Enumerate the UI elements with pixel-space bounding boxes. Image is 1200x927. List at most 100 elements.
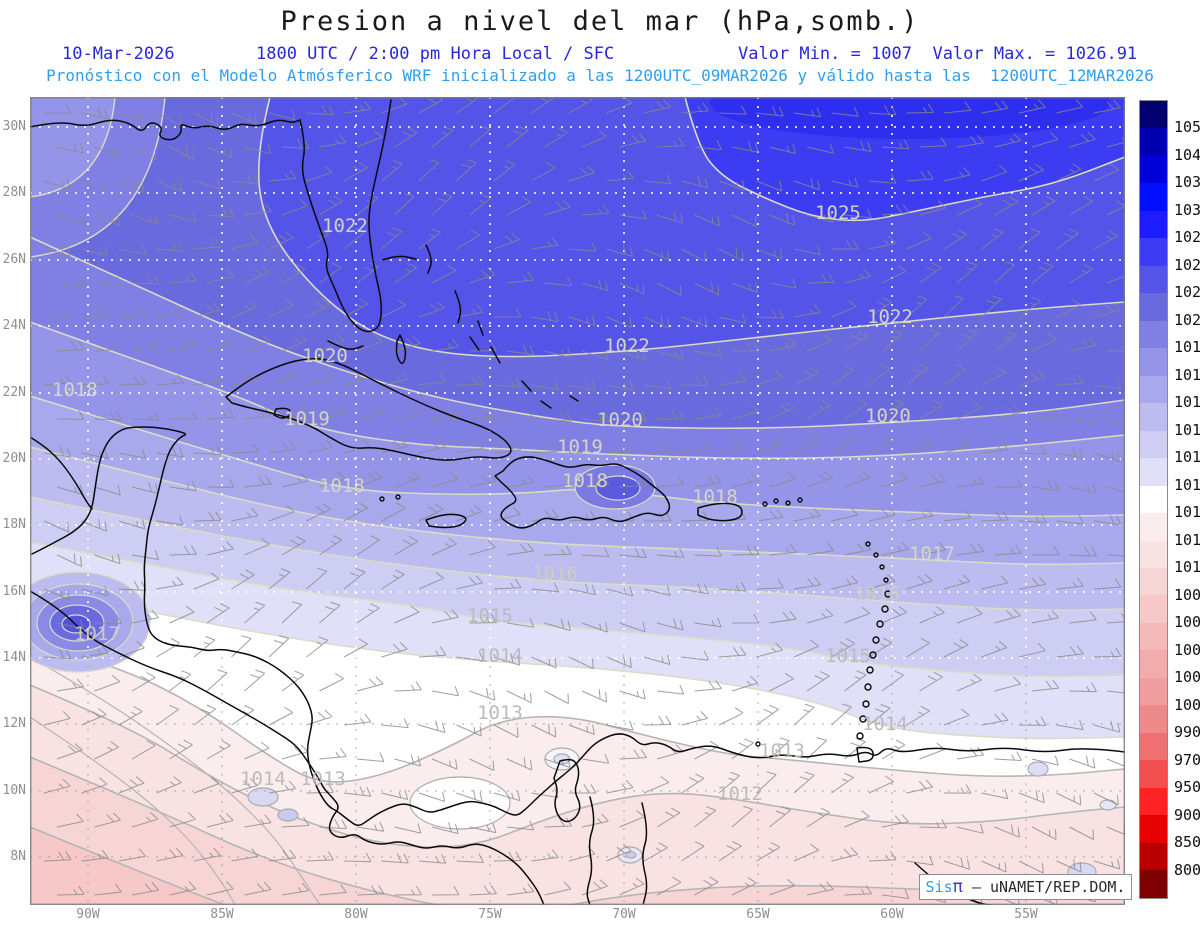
colorbar-tick-label: 1017	[1174, 393, 1200, 412]
isobar-value-label: 1014	[477, 645, 523, 667]
isobar-value-label: 1022	[322, 215, 368, 237]
isobar-value-label: 1025	[815, 202, 861, 224]
lat-tick-label: 24N	[2, 318, 26, 333]
colorbar-segment	[1140, 732, 1167, 761]
colorbar-tick-label: 1016	[1174, 420, 1200, 439]
colorbar-tick-label: 1018	[1174, 365, 1200, 384]
colorbar-tick-label: 1010	[1174, 558, 1200, 577]
isobar-value-label: 1013	[477, 702, 523, 724]
isobar-value-label: 1018	[692, 486, 738, 508]
colorbar-segment	[1140, 155, 1167, 184]
colorbar-segment	[1140, 760, 1167, 788]
lon-tick-label: 60W	[880, 907, 904, 922]
colorbar-segment	[1140, 403, 1167, 431]
contour-labels: 1022 1025 1022 1022 1020 1018 1019 1020 1020 1018…	[52, 202, 955, 805]
colorbar-segment	[1140, 320, 1167, 349]
lat-tick-label: 22N	[2, 385, 26, 400]
isobar-value-label: 1018	[319, 475, 365, 497]
pressure-map: 1022 1025 1022 1022 1020 1018 1019 1020 1020 1018…	[5, 67, 1135, 927]
attribution-org: – uNAMET/REP.DOM.	[962, 878, 1126, 896]
lon-tick-label: 90W	[76, 907, 100, 922]
colorbar-segment	[1140, 677, 1167, 706]
model-run-info: Pronóstico con el Modelo Atmósferico WRF…	[46, 66, 1154, 85]
colorbar-segment	[1140, 787, 1167, 816]
forecast-time: 1800 UTC / 2:00 pm Hora Local / SFC	[256, 44, 615, 64]
lon-tick-label: 75W	[478, 907, 502, 922]
isobar-value-label: 1018	[562, 470, 608, 492]
pressure-map-svg: 1022 1025 1022 1022 1020 1018 1019 1020 1020 1018…	[5, 67, 1135, 927]
colorbar-segment	[1140, 815, 1167, 843]
isobar-value-label: 1015	[467, 605, 513, 627]
min-max-values: Valor Min. = 1007 Valor Max. = 1026.91	[738, 44, 1138, 64]
lon-tick-label: 85W	[210, 907, 234, 922]
colorbar-tick-label: 1019	[1174, 338, 1200, 357]
colorbar-tick-label: 1002	[1174, 668, 1200, 687]
colorbar-segment	[1140, 101, 1167, 129]
isobar-value-label: 1016	[532, 563, 578, 585]
isobar-value-label: 1015	[825, 645, 871, 667]
lon-tick-label: 70W	[612, 907, 636, 922]
isobar-value-label: 1019	[284, 408, 330, 430]
isobar-value-label: 1013	[300, 768, 346, 790]
colorbar-segment	[1140, 842, 1167, 871]
page-title: Presion a nivel del mar (hPa,somb.)	[280, 6, 920, 37]
isobar-value-label: 1018	[52, 379, 98, 401]
lat-tick-label: 18N	[2, 517, 26, 532]
colorbar-tick-label: 1022	[1174, 283, 1200, 302]
colorbar-tick-label: 970	[1174, 750, 1200, 769]
isobar-value-label: 1013	[759, 740, 805, 762]
isobar-value-label: 1012	[717, 783, 763, 805]
isobar-value-label: 1017	[909, 543, 955, 565]
colorbar-tick-label: 1000	[1174, 695, 1200, 714]
lat-tick-label: 16N	[2, 584, 26, 599]
lat-tick-label: 28N	[2, 185, 26, 200]
colorbar-segment	[1140, 265, 1167, 294]
colorbar-segment	[1140, 595, 1167, 623]
colorbar-segment	[1140, 705, 1167, 733]
lat-tick-label: 30N	[2, 119, 26, 134]
colorbar-tick-label: 1014	[1174, 475, 1200, 494]
lon-tick-label: 80W	[344, 907, 368, 922]
colorbar-segment	[1140, 293, 1167, 321]
colorbar	[1139, 100, 1168, 899]
colorbar-tick-label: 1040	[1174, 145, 1200, 164]
lat-tick-label: 8N	[10, 849, 26, 864]
forecast-date: 10-Mar-2026	[62, 44, 175, 64]
colorbar-segment	[1140, 375, 1167, 404]
isobar-value-label: 1017	[74, 623, 120, 645]
colorbar-segment	[1140, 870, 1167, 898]
lat-tick-label: 12N	[2, 716, 26, 731]
lat-tick-label: 20N	[2, 451, 26, 466]
lat-tick-label: 14N	[2, 650, 26, 665]
colorbar-tick-label: 850	[1174, 833, 1200, 852]
colorbar-segment	[1140, 540, 1167, 568]
lat-tick-label: 26N	[2, 252, 26, 267]
coastlines	[29, 99, 1126, 906]
colorbar-segment	[1140, 458, 1167, 486]
colorbar-tick-label: 1050	[1174, 118, 1200, 137]
colorbar-segment	[1140, 210, 1167, 239]
colorbar-tick-label: 990	[1174, 723, 1200, 742]
isobar-value-label: 1016	[854, 583, 900, 605]
colorbar-tick-label: 1025	[1174, 255, 1200, 274]
lon-tick-label: 55W	[1014, 907, 1038, 922]
colorbar-tick-label: 1012	[1174, 530, 1200, 549]
grid-lines	[30, 97, 1125, 905]
colorbar-segment	[1140, 622, 1167, 651]
isobar-value-label: 1014	[862, 713, 908, 735]
isobar-value-label: 1022	[867, 306, 913, 328]
colorbar-segment	[1140, 567, 1167, 596]
colorbar-tick-label: 1035	[1174, 173, 1200, 192]
isobar-value-label: 1020	[865, 405, 911, 427]
isobar-value-label: 1020	[597, 409, 643, 431]
isobar-value-label: 1014	[240, 768, 286, 790]
colorbar-segment	[1140, 513, 1167, 541]
colorbar-tick-label: 1015	[1174, 448, 1200, 467]
colorbar-segment	[1140, 430, 1167, 459]
colorbar-tick-label: 1028	[1174, 228, 1200, 247]
attribution-pi-logo: π	[952, 876, 963, 897]
colorbar-tick-label: 1013	[1174, 503, 1200, 522]
attribution-brand: Sis	[925, 878, 953, 896]
attribution-box: Sis π – uNAMET/REP.DOM.	[919, 874, 1132, 900]
isobar-value-label: 1020	[302, 345, 348, 367]
